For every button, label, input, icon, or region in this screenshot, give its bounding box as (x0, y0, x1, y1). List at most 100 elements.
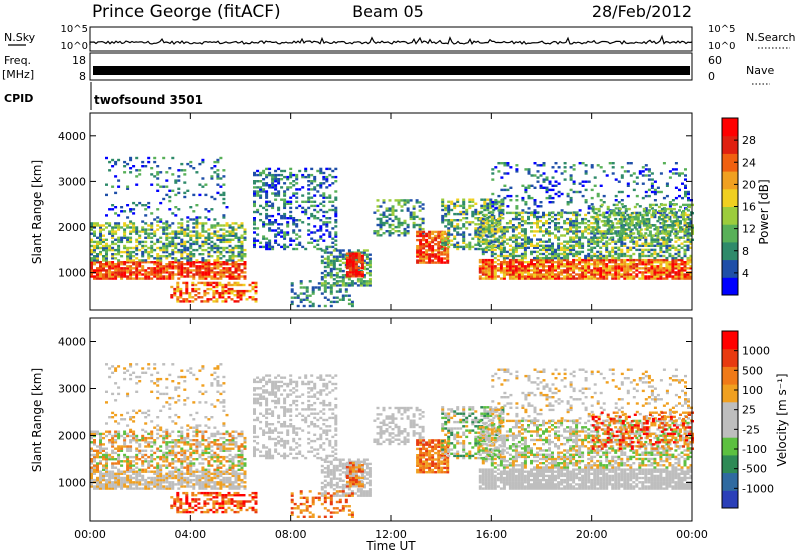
power-cell-2377 (483, 208, 487, 212)
power-cell-4591 (679, 228, 682, 231)
power-cell-296 (210, 267, 214, 270)
power-cell-1846 (365, 253, 369, 256)
power-cell-1931 (376, 223, 380, 227)
power-cell-4318 (290, 300, 294, 304)
power-cell-1033 (174, 214, 178, 217)
power-cell-1684 (320, 261, 324, 265)
power-cell-3554 (590, 254, 594, 258)
power-cell-4566 (663, 207, 667, 211)
power-cell-2187 (446, 249, 450, 252)
power-cell-1053 (186, 216, 190, 219)
power-cell-4424 (597, 209, 601, 213)
velocity-cell-57 (111, 481, 115, 484)
power-cell-3406 (557, 252, 561, 256)
power-cell-693 (180, 250, 184, 254)
power-cell-3826 (653, 252, 657, 256)
power-cell-3012 (665, 258, 669, 262)
power-cell-921 (240, 222, 244, 225)
power-cell-3462 (569, 236, 573, 239)
power-cell-606 (153, 230, 157, 233)
velocity-cell-182 (162, 478, 166, 482)
power-cell-4139 (569, 176, 573, 179)
power-cell-4416 (594, 220, 598, 223)
power-cell-3270 (523, 246, 527, 249)
power-cell-852 (225, 259, 229, 262)
power-cell-1355 (268, 243, 272, 246)
power-cell-1012 (159, 218, 163, 221)
power-cell-1416 (277, 190, 281, 193)
power-cell-2915 (632, 267, 636, 270)
power-cell-1097 (216, 173, 220, 176)
power-cell-3435 (563, 246, 567, 249)
power-cell-97 (126, 267, 130, 270)
power-cell-2000 (403, 234, 407, 237)
power-cell-1848 (368, 284, 372, 287)
power-cell-3015 (668, 271, 672, 274)
power-cell-157 (153, 269, 157, 272)
power-cell-975 (135, 183, 139, 186)
velocity-cell-253 (195, 483, 199, 486)
power-cell-3474 (572, 246, 576, 249)
power-cell-1515 (298, 235, 302, 238)
power-cell-1762 (344, 282, 348, 285)
power-cell-3809 (647, 222, 651, 225)
power-cell-1076 (201, 158, 205, 162)
power-cell-343 (231, 273, 235, 276)
power-cell-3513 (578, 238, 582, 241)
power-cell-1202 (218, 292, 222, 295)
power-cell-968 (129, 158, 133, 162)
power-cell-1049 (183, 181, 187, 184)
power-cell-2464 (501, 204, 505, 208)
power-cell-443 (105, 244, 108, 248)
power-cell-211 (174, 261, 178, 264)
power-cell-2382 (483, 198, 487, 201)
velocity-cell-75 (117, 474, 121, 478)
power-ytick-label-2: 3000 (58, 175, 86, 188)
power-cell-4274 (665, 182, 669, 185)
power-cell-1329 (262, 171, 266, 175)
power-cell-4492 (630, 236, 634, 239)
power-cell-4378 (332, 296, 336, 299)
power-cell-2484 (481, 258, 485, 262)
velocity-cell-281 (204, 474, 208, 478)
power-cell-1878 (348, 260, 352, 264)
power-cell-3680 (617, 219, 621, 223)
power-cell-4428 (600, 220, 604, 223)
velocity-cell-107 (129, 470, 133, 473)
velocity-cell-65 (114, 481, 118, 484)
velocity-cell-311 (216, 472, 220, 475)
power-cell-3736 (629, 224, 633, 227)
power-cell-4210 (623, 205, 627, 208)
power-cell-2715 (563, 269, 567, 272)
power-cell-650 (168, 255, 172, 258)
power-cell-1196 (215, 289, 219, 293)
power-cell-2979 (656, 273, 660, 276)
power-cell-803 (210, 244, 214, 248)
noise-frame (89, 26, 693, 52)
power-cell-4125 (563, 211, 567, 214)
velocity-cells (90, 363, 694, 518)
power-cell-3172 (499, 226, 503, 229)
velocity-cell-315 (219, 483, 223, 486)
power-cell-3029 (671, 258, 675, 262)
power-cell-1640 (328, 221, 332, 224)
power-cell-2133 (434, 253, 438, 256)
power-cell-2566 (511, 267, 515, 270)
power-cell-2635 (536, 273, 539, 276)
power-cell-2450 (498, 206, 502, 210)
power-cell-4259 (653, 190, 657, 194)
power-cell-1459 (286, 223, 290, 226)
power-cell-1134 (179, 289, 183, 293)
power-cell-3518 (578, 213, 582, 217)
power-cell-1116 (170, 294, 174, 297)
power-cell-2040 (418, 209, 422, 212)
power-cell-306 (216, 277, 220, 280)
power-cell-2518 (493, 271, 497, 274)
power-cell-1626 (325, 223, 329, 226)
power-cell-378 (90, 248, 93, 252)
power-cell-2679 (551, 275, 554, 278)
power-cell-1373 (271, 229, 275, 232)
velocity-cell-147 (147, 470, 151, 473)
power-cell-3672 (617, 252, 621, 256)
power-cell-2616 (530, 277, 533, 280)
